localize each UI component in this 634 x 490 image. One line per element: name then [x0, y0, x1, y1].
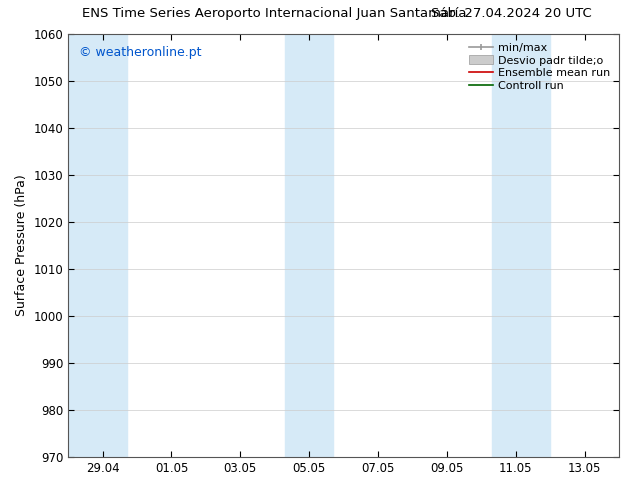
Text: ENS Time Series Aeroporto Internacional Juan Santamaría: ENS Time Series Aeroporto Internacional …	[82, 7, 467, 21]
Text: Sáb. 27.04.2024 20 UTC: Sáb. 27.04.2024 20 UTC	[431, 7, 592, 21]
Bar	[491, 34, 550, 457]
Bar	[68, 34, 127, 457]
Bar	[285, 34, 333, 457]
Text: © weatheronline.pt: © weatheronline.pt	[79, 47, 202, 59]
Legend: min/max, Desvio padr tilde;o, Ensemble mean run, Controll run: min/max, Desvio padr tilde;o, Ensemble m…	[465, 39, 614, 95]
Y-axis label: Surface Pressure (hPa): Surface Pressure (hPa)	[15, 174, 28, 317]
